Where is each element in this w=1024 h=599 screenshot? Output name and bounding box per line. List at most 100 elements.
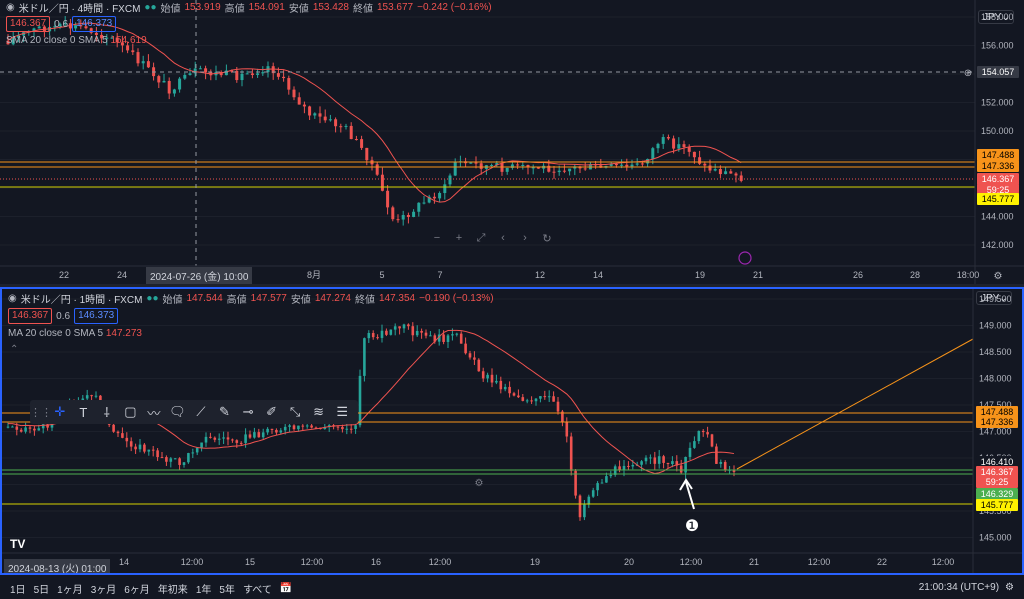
gear-icon[interactable]: ⚙ xyxy=(1005,582,1014,593)
pencil-icon[interactable]: ✐ xyxy=(266,404,277,419)
candle-body xyxy=(204,68,208,73)
chart-1h-canvas[interactable]: ❶⚙149.500149.000148.500148.000147.500147… xyxy=(2,289,1022,573)
price-tick-label: 158.000 xyxy=(981,12,1014,22)
parallel-lines-icon[interactable]: ☰ xyxy=(336,404,348,419)
scroll-right-icon[interactable]: › xyxy=(523,232,527,244)
range-1y[interactable]: 1年 xyxy=(195,584,212,596)
candle-body xyxy=(156,450,159,458)
candle-body xyxy=(217,438,221,440)
candle-body xyxy=(516,164,520,166)
fib-icon[interactable]: ≋ xyxy=(313,404,325,419)
path-icon[interactable]: 〰 xyxy=(147,405,161,421)
candle-body xyxy=(328,119,332,121)
candle-body xyxy=(734,173,738,176)
candle-body xyxy=(508,386,511,394)
zoom-out-icon[interactable]: − xyxy=(433,232,441,244)
candle-body xyxy=(365,147,369,161)
candle-body xyxy=(275,429,278,433)
candle-body xyxy=(282,76,286,79)
candle-body xyxy=(420,330,423,333)
trendline-icon[interactable]: ⟋ xyxy=(196,404,206,419)
candle-body xyxy=(701,430,705,433)
candle-body xyxy=(191,452,195,454)
chart-nav-controls: − + ⤢ ‹ › ↻ xyxy=(430,231,554,245)
candle-body xyxy=(512,393,516,396)
range-5d[interactable]: 5日 xyxy=(33,584,50,596)
range-1d[interactable]: 1日 xyxy=(10,584,26,596)
callout-icon[interactable]: 🗨 xyxy=(169,404,186,419)
candle-body xyxy=(19,429,23,432)
candle-body xyxy=(719,462,723,464)
candle-body xyxy=(661,137,665,144)
range-5y[interactable]: 5年 xyxy=(219,584,235,596)
range-3m[interactable]: 3ヶ月 xyxy=(90,584,117,596)
crosshair-icon[interactable]: ✛ xyxy=(54,404,66,419)
buy-button[interactable]: 146.373 xyxy=(74,308,119,324)
top-ma-legend[interactable]: SMA 20 close 0 SMA 5 154.619 xyxy=(6,35,147,46)
calendar-icon[interactable]: 📅 xyxy=(279,582,293,594)
measure-icon[interactable]: ⤡ xyxy=(289,404,301,419)
price-label-146.410-bg xyxy=(976,456,1018,468)
horizontal-ray-icon[interactable]: ⊸ xyxy=(242,404,254,419)
candle-body xyxy=(74,25,78,29)
brush-icon[interactable]: ✎ xyxy=(219,404,230,419)
pane-separator[interactable] xyxy=(0,284,1024,287)
candle-body xyxy=(6,40,10,45)
price-tick-label: 147.500 xyxy=(979,400,1012,410)
candle-body xyxy=(477,359,481,372)
eye-icon[interactable]: ◉ xyxy=(8,293,17,304)
vertical-line-icon[interactable]: ⸸ xyxy=(103,405,110,420)
candle-body xyxy=(640,163,644,165)
bottom-ma-legend[interactable]: MA 20 close 0 SMA 5 147.273 xyxy=(8,328,142,339)
candle-body xyxy=(349,125,353,140)
collapse-legend-icon[interactable]: ⌃ xyxy=(10,344,19,355)
candle-body xyxy=(448,175,452,185)
range-1m[interactable]: 1ヶ月 xyxy=(57,584,83,596)
candle-body xyxy=(41,424,45,429)
range-ytd[interactable]: 年初来 xyxy=(157,584,188,596)
candle-body xyxy=(261,72,265,74)
eye-icon[interactable]: ◉ xyxy=(6,2,15,13)
drag-handle-icon[interactable]: ⋮⋮ xyxy=(30,406,52,419)
sell-button[interactable]: 146.367 xyxy=(6,16,51,32)
candle-body xyxy=(688,447,692,457)
candle-body xyxy=(596,483,599,491)
time-tick-label: 12:00 xyxy=(301,557,324,567)
candle-body xyxy=(693,441,696,448)
sell-button[interactable]: 146.367 xyxy=(8,308,53,324)
chart-4h-canvas[interactable]: 158.000156.000154.000152.000150.000148.0… xyxy=(0,0,1024,284)
chart-pane-4h[interactable]: 158.000156.000154.000152.000150.000148.0… xyxy=(0,0,1024,284)
time-tick-label: 20 xyxy=(624,557,634,567)
chart-pane-1h[interactable]: ❶ ⚙ 149.500 149.000 148.500 148.000 147.500 147… xyxy=(0,287,1024,575)
refresh-icon[interactable]: ↻ xyxy=(542,232,552,245)
zoom-in-icon[interactable]: + xyxy=(455,232,463,244)
candle-body xyxy=(131,50,135,53)
candle-body xyxy=(363,338,366,376)
currency-select-top[interactable]: JPY ⌄ xyxy=(978,10,1014,24)
bottom-date-label: 2024-08-13 (火) 01:00 xyxy=(4,559,111,573)
price-label-145.777-bg xyxy=(977,193,1019,205)
price-label-59:25: 59:25 xyxy=(987,185,1010,195)
range-all[interactable]: すべて xyxy=(242,584,272,596)
candle-body xyxy=(198,68,202,70)
candle-body xyxy=(94,32,98,35)
candle-body xyxy=(292,89,296,98)
time-tick-label: 16 xyxy=(371,557,381,567)
clock[interactable]: 21:00:34 (UTC+9) ⚙ xyxy=(918,582,1014,593)
range-6m[interactable]: 6ヶ月 xyxy=(124,584,150,596)
buy-button[interactable]: 146.373 xyxy=(72,16,117,32)
candle-body xyxy=(157,76,161,83)
candle-body xyxy=(406,215,410,217)
reset-view-icon[interactable]: ⤢ xyxy=(476,231,486,244)
rectangle-icon[interactable]: ▢ xyxy=(124,404,137,419)
price-label-146.367-bg xyxy=(977,173,1019,185)
scroll-left-icon[interactable]: ‹ xyxy=(501,232,505,244)
text-icon[interactable]: T xyxy=(79,404,88,420)
price-tick-label: 149.000 xyxy=(979,321,1012,331)
candle-body xyxy=(710,434,714,447)
time-tick-label: 12:00 xyxy=(808,557,831,567)
candle-body xyxy=(235,440,239,443)
currency-select-bottom[interactable]: JPY ⌄ xyxy=(976,291,1012,305)
candle-body xyxy=(257,432,261,438)
candle-body xyxy=(11,37,15,45)
